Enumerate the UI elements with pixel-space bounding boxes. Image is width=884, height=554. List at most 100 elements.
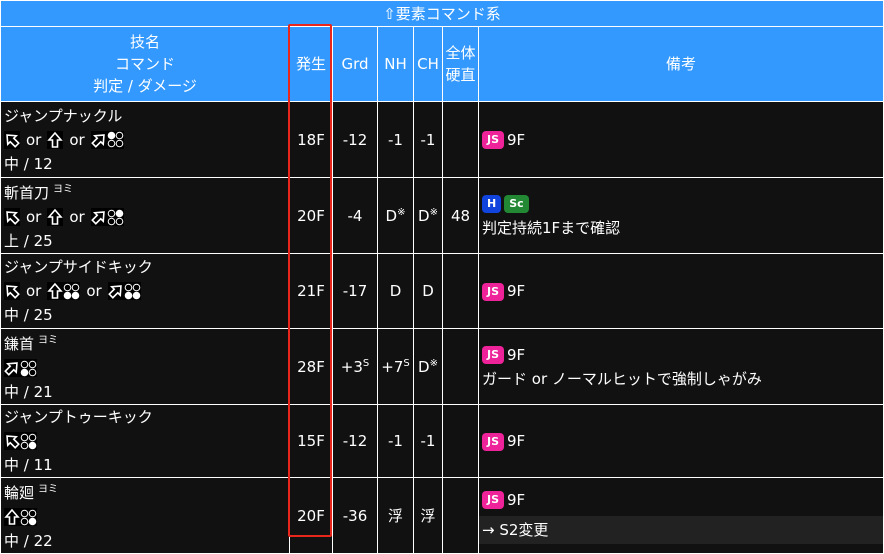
note-text: ガード or ノーマルヒットで強制しゃがみ [482,369,762,388]
ch-cell: D [413,253,443,329]
badge-h: H [482,195,502,213]
startup-cell: 15F [289,404,333,478]
command-input [90,130,124,149]
header-notes: 備考 [478,26,884,102]
arrow-ub-icon [6,211,20,225]
button-icon [20,509,37,525]
table-row: 輪廻 ヨミ中 / 22 20F -36 浮 浮 JS 9F → S2変更 [0,477,884,554]
grd-cell: -17 [332,253,378,329]
ch-cell: D※ [413,177,443,254]
table-row: ジャンプトゥーキック中 / 11 15F -12 -1 -1 JS 9F [0,404,884,478]
header-grd: Grd [332,26,378,102]
header-total: 全体 硬直 [442,26,479,102]
table-row: ジャンプナックル or or 中 / 12 18F -12 -1 -1 JS 9F [0,101,884,178]
button-icon [64,283,80,299]
nh-cell: 浮 [377,477,414,554]
button-icon [20,360,37,376]
arrow-uf-icon [90,133,105,148]
hit-damage: 上 / 25 [4,232,53,250]
or-text: or [26,282,42,300]
startup-cell: 28F [289,328,333,405]
nh-cell: D [377,253,414,329]
notes-cell: JS 9F ガード or ノーマルヒットで強制しゃがみ [478,328,884,405]
move-name: ジャンプトゥーキック [4,408,153,426]
notes-cell: JS 9F → S2変更 [478,477,884,554]
yomi-label: ヨミ [38,484,59,495]
table-row: ジャンプサイドキック or or 中 / 25 21F -17 D D JS 9F [0,253,884,329]
or-text: or [69,130,85,149]
badge-sc: Sc [504,195,529,213]
total-cell [442,328,479,405]
move-name: 鎌首 [4,335,35,353]
arrow-ub-icon [6,435,20,449]
command-input [4,508,37,526]
move-cell: ジャンプナックル or or 中 / 12 [0,101,290,178]
nh-cell: -1 [377,101,414,178]
command [4,356,289,380]
button-icon [107,209,124,225]
move-name: 輪廻 [4,484,35,502]
move-cell: ジャンプトゥーキック中 / 11 [0,404,290,478]
notes-cell: H Sc 判定持続1Fまで確認 [478,177,884,254]
arrow-u-icon [47,131,64,148]
total-cell: 48 [442,177,479,254]
command-input [47,130,64,149]
startup-cell: 20F [289,477,333,554]
command: or or [4,279,289,303]
hit-damage: 中 / 11 [4,456,53,474]
notes-cell: JS 9F [478,404,884,478]
grd-cell: -36 [332,477,378,554]
total-cell [442,404,479,478]
startup-cell: 21F [289,253,333,329]
arrow-u-icon [47,282,64,299]
arrow-ub-icon [6,133,20,148]
header-startup: 発生 [289,26,333,102]
move-name: 斬首刀 [4,184,50,202]
badge-js: JS [482,282,505,301]
note-text: 判定持続1Fまで確認 [482,218,621,237]
or-text: or [26,208,42,226]
arrow-u-icon [47,208,64,225]
arrow-uf-icon [107,285,122,299]
move-cell: 鎌首 ヨミ中 / 21 [0,328,290,405]
sub-note: → S2変更 [479,515,883,544]
command [4,429,289,453]
badge-js: JS [482,491,505,509]
or-text: or [69,208,85,226]
nh-cell: D※ [377,177,414,254]
command-input [4,359,37,377]
arrow-ub-icon [6,285,20,299]
command-input [90,208,124,226]
header-ch: CH [413,26,443,102]
or-text: or [26,130,42,149]
or-text: or [86,282,102,300]
grd-cell: -4 [332,177,378,254]
arrow-uf-icon [90,211,105,225]
table-title: ⇧要素コマンド系 [0,0,884,27]
command-input [47,208,64,226]
hit-damage: 中 / 22 [4,532,53,550]
ch-cell: -1 [413,404,443,478]
button-icon [20,433,37,449]
move-cell: 輪廻 ヨミ中 / 22 [0,477,290,554]
grd-cell: -12 [332,404,378,478]
command-input [4,130,20,149]
table-row: 鎌首 ヨミ中 / 21 28F +3S +7S D※ JS 9F ガード or ノーマ… [0,328,884,405]
yomi-label: ヨミ [38,335,59,346]
move-cell: ジャンプサイドキック or or 中 / 25 [0,253,290,329]
move-name: ジャンプサイドキック [4,258,153,276]
total-cell [442,253,479,329]
grd-cell: -12 [332,101,378,178]
command: or or [4,128,289,152]
total-cell [442,477,479,554]
command-input [4,432,37,450]
grd-cell: +3S [332,328,378,405]
nh-cell: -1 [377,404,414,478]
move-name: ジャンプナックル [4,106,123,125]
ch-cell: D※ [413,328,443,405]
header-name: 技名 コマンド 判定 / ダメージ [0,26,290,102]
button-icon [124,283,141,299]
arrow-uf-icon [4,362,18,376]
hit-damage: 中 / 21 [4,383,53,401]
